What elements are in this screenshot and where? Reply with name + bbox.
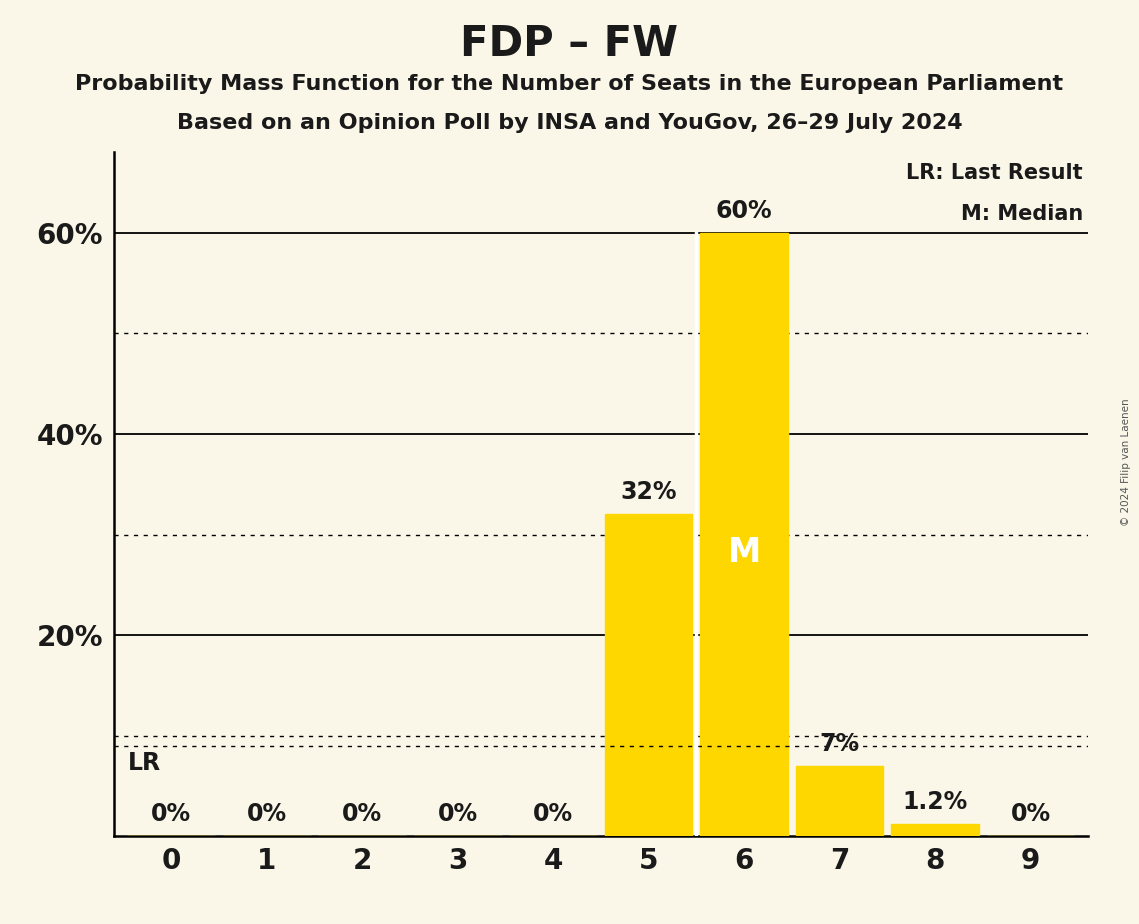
Text: 7%: 7% xyxy=(819,732,860,756)
Bar xyxy=(891,824,978,836)
Text: LR: LR xyxy=(129,750,162,774)
Bar xyxy=(605,515,693,836)
Text: M: M xyxy=(728,536,761,569)
Text: 0%: 0% xyxy=(533,802,573,826)
Text: 0%: 0% xyxy=(1010,802,1050,826)
Bar xyxy=(700,233,788,836)
Text: M: Median: M: Median xyxy=(960,203,1083,224)
Text: 0%: 0% xyxy=(247,802,287,826)
Text: Probability Mass Function for the Number of Seats in the European Parliament: Probability Mass Function for the Number… xyxy=(75,74,1064,94)
Text: 0%: 0% xyxy=(437,802,477,826)
Text: 1.2%: 1.2% xyxy=(902,790,968,814)
Text: LR: Last Result: LR: Last Result xyxy=(907,163,1083,183)
Text: 60%: 60% xyxy=(715,199,772,223)
Text: Based on an Opinion Poll by INSA and YouGov, 26–29 July 2024: Based on an Opinion Poll by INSA and You… xyxy=(177,113,962,133)
Bar xyxy=(795,766,884,836)
Text: FDP – FW: FDP – FW xyxy=(460,23,679,65)
Text: 0%: 0% xyxy=(342,802,383,826)
Text: © 2024 Filip van Laenen: © 2024 Filip van Laenen xyxy=(1121,398,1131,526)
Text: 0%: 0% xyxy=(151,802,191,826)
Text: 32%: 32% xyxy=(621,480,677,505)
